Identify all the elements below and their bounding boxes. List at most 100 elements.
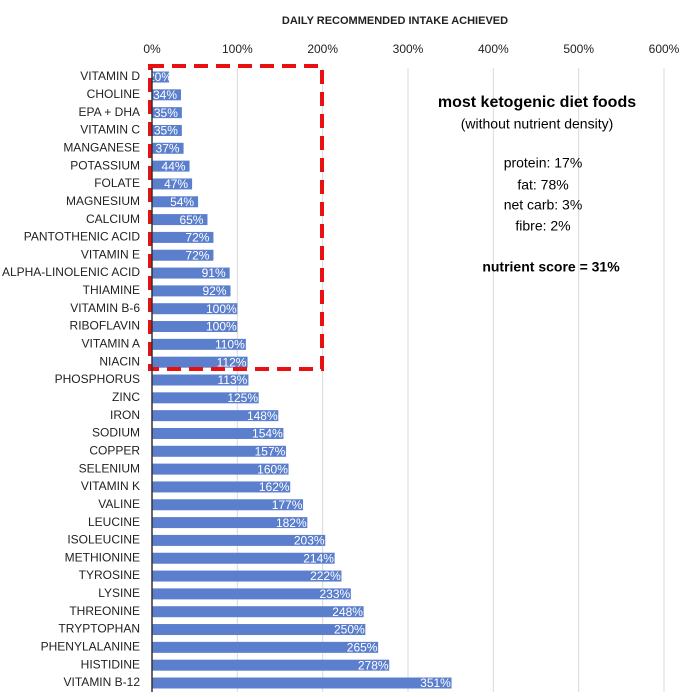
- bar: [152, 588, 351, 600]
- bar: [152, 499, 304, 511]
- y-tick-label: ISOLEUCINE: [67, 533, 140, 547]
- y-tick-label: VITAMIN B-12: [64, 675, 141, 689]
- value-label: 47%: [164, 177, 188, 191]
- value-label: 65%: [179, 213, 203, 227]
- bar: [152, 142, 184, 154]
- x-tick-label: 300%: [393, 42, 424, 56]
- annotation-score: nutrient score = 31%: [482, 259, 620, 275]
- value-label: 112%: [217, 355, 247, 369]
- chart-title: DAILY RECOMMENDED INTAKE ACHIEVED: [282, 15, 508, 27]
- y-tick-label: THREONINE: [69, 604, 140, 618]
- bar: [152, 570, 342, 582]
- bar: [152, 178, 193, 190]
- value-label: 214%: [303, 551, 334, 565]
- x-tick-label: 600%: [649, 42, 680, 56]
- value-label: 72%: [185, 248, 209, 262]
- value-label: 148%: [247, 409, 278, 423]
- y-tick-label: EPA + DHA: [79, 105, 140, 119]
- y-tick-label: FOLATE: [94, 176, 140, 190]
- bar: [152, 392, 259, 404]
- annotation-fibre: fibre: 2%: [515, 218, 570, 234]
- value-label: 278%: [358, 658, 389, 672]
- bar: [152, 356, 248, 368]
- y-tick-label: VITAMIN E: [81, 247, 140, 261]
- value-label: 233%: [319, 587, 350, 601]
- highlight-box: [148, 64, 324, 371]
- y-tick-label: TYROSINE: [79, 568, 140, 582]
- value-label: 203%: [294, 534, 325, 548]
- y-tick-label: ALPHA-LINOLENIC ACID: [2, 265, 140, 279]
- y-tick-label: PHOSPHORUS: [55, 372, 140, 386]
- x-tick-label: 0%: [143, 42, 161, 56]
- annotation-heading: most ketogenic diet foods: [438, 94, 636, 111]
- value-label: 44%: [162, 159, 186, 173]
- annotation-fat: fat: 78%: [517, 177, 568, 193]
- bar: [152, 517, 308, 529]
- value-label: 157%: [255, 444, 286, 458]
- y-tick-label: SELENIUM: [79, 461, 140, 475]
- value-label: 92%: [202, 284, 226, 298]
- bars: 20% 34% 35% 35% 37% 44% 47% 54% 65% 72% 72% 91% 92% 1…: [152, 70, 452, 690]
- y-tick-label: RIBOFLAVIN: [70, 319, 140, 333]
- value-label: 154%: [252, 427, 283, 441]
- value-label: 113%: [218, 373, 248, 387]
- value-label: 222%: [310, 569, 341, 583]
- y-tick-label: IRON: [110, 408, 140, 422]
- annotation-subheading: (without nutrient density): [461, 116, 614, 132]
- y-tick-label: VITAMIN B-6: [70, 301, 140, 315]
- bar: [152, 107, 182, 119]
- x-tick-label: 400%: [478, 42, 509, 56]
- bar: [152, 534, 326, 546]
- bar: [152, 89, 182, 101]
- value-label: 54%: [170, 195, 194, 209]
- x-tick-label: 200%: [307, 42, 338, 56]
- value-label: 125%: [227, 391, 258, 405]
- value-label: 72%: [185, 231, 209, 245]
- y-tick-label: TRYPTOPHAN: [58, 622, 140, 636]
- value-label: 248%: [332, 605, 363, 619]
- value-label: 100%: [206, 320, 237, 334]
- value-label: 351%: [420, 676, 451, 690]
- y-tick-label: LYSINE: [98, 586, 140, 600]
- y-tick-label: PHENYLALANINE: [41, 640, 140, 654]
- y-tick-label: ZINC: [112, 390, 140, 404]
- bar: [152, 552, 335, 564]
- bar: [152, 624, 366, 636]
- y-tick-label: THIAMINE: [83, 283, 140, 297]
- y-tick-label: POTASSIUM: [70, 158, 140, 172]
- bar: [152, 410, 279, 422]
- bar: [152, 659, 390, 671]
- value-label: 35%: [154, 124, 178, 138]
- bar: [152, 321, 238, 333]
- bar: [152, 606, 364, 618]
- bar: [152, 677, 452, 689]
- y-tick-label: PANTOTHENIC ACID: [24, 230, 141, 244]
- y-tick-label: CALCIUM: [86, 212, 140, 226]
- bar: [152, 303, 238, 315]
- value-label: 37%: [156, 141, 180, 155]
- bar: [152, 285, 231, 297]
- value-label: 100%: [206, 302, 237, 316]
- bar: [152, 267, 230, 279]
- y-tick-label: MANGANESE: [63, 140, 140, 154]
- bar: [152, 641, 379, 653]
- value-label: 265%: [347, 641, 378, 655]
- y-tick-label: VITAMIN C: [80, 123, 140, 137]
- y-tick-label: VITAMIN D: [80, 69, 140, 83]
- y-tick-label: NIACIN: [99, 354, 140, 368]
- y-tick-label: HISTIDINE: [81, 657, 140, 671]
- value-label: 160%: [257, 462, 288, 476]
- value-label: 177%: [272, 498, 303, 512]
- y-tick-label: CHOLINE: [87, 87, 140, 101]
- x-tick-label: 500%: [563, 42, 594, 56]
- y-tick-label: VITAMIN K: [81, 479, 140, 493]
- bar: [152, 71, 170, 83]
- bar: [152, 196, 199, 208]
- y-tick-label: VALINE: [98, 497, 140, 511]
- bar: [152, 124, 182, 136]
- bar: [152, 427, 284, 439]
- bar: [152, 338, 246, 350]
- annotation-protein: protein: 17%: [504, 155, 583, 171]
- bar: [152, 481, 291, 493]
